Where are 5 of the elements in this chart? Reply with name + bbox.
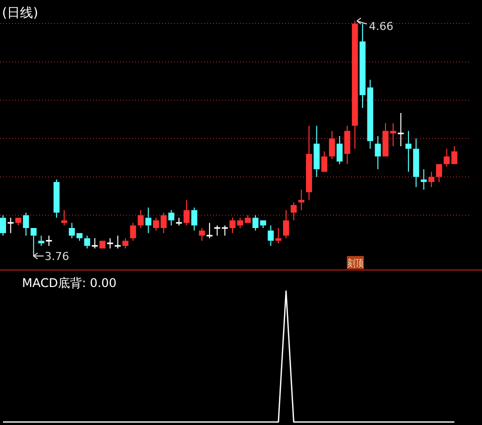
annotation: 3.76 — [44, 250, 70, 263]
annotation: 4.66 — [368, 20, 394, 33]
text: 刻顶 — [347, 258, 368, 270]
chart-title: (日线) — [2, 6, 38, 21]
chart-title: MACD底背: 0.00 — [22, 276, 117, 290]
